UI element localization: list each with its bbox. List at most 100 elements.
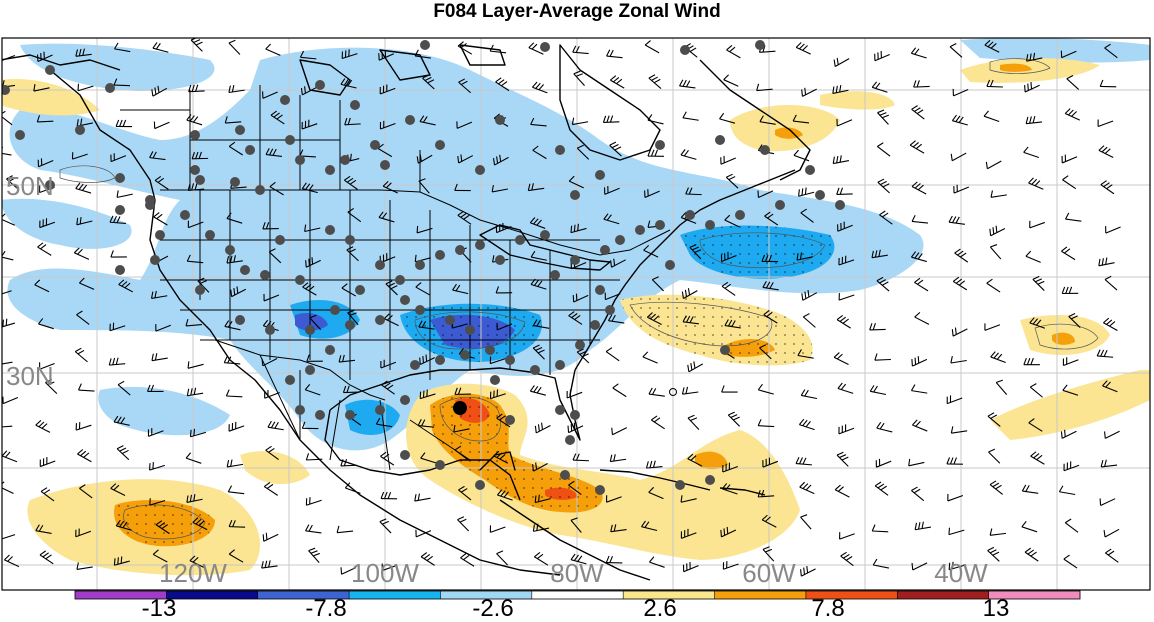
wind-barb <box>418 178 430 194</box>
orange-region-ne <box>1000 63 1032 72</box>
station-dot <box>685 210 695 220</box>
wind-barb <box>572 293 589 303</box>
wind-barb <box>983 110 1000 122</box>
wind-barb <box>647 149 664 157</box>
wind-barb <box>801 289 818 301</box>
wind-barb <box>262 222 279 230</box>
wind-barb <box>877 109 889 125</box>
station-dot <box>555 145 565 155</box>
wind-barb <box>456 121 473 129</box>
wind-barb <box>113 415 130 426</box>
station-dot <box>445 315 455 325</box>
wind-barb <box>871 249 888 259</box>
wind-barb <box>261 560 278 569</box>
wind-barb <box>1063 461 1080 472</box>
wind-barb <box>75 528 92 538</box>
wind-barb <box>1023 357 1040 366</box>
wind-barb <box>115 519 132 531</box>
wind-barb <box>910 384 928 394</box>
wind-barb <box>1028 418 1043 432</box>
wind-barb <box>228 85 245 94</box>
wind-barb <box>118 279 134 293</box>
yucatan <box>479 451 516 471</box>
wind-barb <box>572 453 590 462</box>
wind-barb <box>534 552 549 566</box>
wind-barb <box>570 553 587 565</box>
central-america <box>499 499 651 581</box>
wind-barb <box>2 425 13 428</box>
wind-barb <box>567 422 584 434</box>
station-dot <box>515 235 525 245</box>
station-dot <box>305 365 315 375</box>
wind-barb <box>152 42 169 53</box>
wind-barb <box>568 311 583 325</box>
station-dot <box>285 135 295 145</box>
wind-barb <box>153 121 170 130</box>
wind-barb <box>460 553 475 567</box>
wind-barb <box>342 385 360 394</box>
station-dot <box>680 45 690 55</box>
station-dot <box>230 177 240 187</box>
wind-barb <box>645 460 663 469</box>
wind-barb <box>228 39 241 55</box>
wind-barb <box>951 114 968 126</box>
wind-barb <box>566 389 583 399</box>
wind-barb <box>952 88 969 97</box>
wind-barb <box>757 419 775 428</box>
wind-barb <box>724 319 741 329</box>
station-dot <box>370 140 380 150</box>
wind-barb <box>570 517 582 533</box>
wind-barb <box>418 320 435 330</box>
wind-barb <box>832 85 849 94</box>
wind-barb <box>876 276 890 292</box>
colorbar-label-neg2-6: -2.6 <box>472 595 514 622</box>
wind-barb <box>35 524 52 534</box>
station-dot <box>475 480 485 490</box>
station-dot <box>420 40 430 50</box>
station-dot <box>405 115 415 125</box>
station-dot <box>575 340 585 350</box>
wind-barb <box>687 361 704 373</box>
wind-barb <box>1100 180 1115 195</box>
wind-barb <box>39 218 56 229</box>
wind-barb <box>986 79 1003 88</box>
wind-barb <box>913 80 930 88</box>
wind-barb <box>532 344 545 360</box>
wind-barb <box>116 445 130 461</box>
wind-barb <box>610 258 626 268</box>
wind-barb <box>1064 212 1082 222</box>
wind-barb <box>489 356 506 365</box>
wind-barb <box>641 520 658 532</box>
wind-barb <box>305 497 322 506</box>
station-dot <box>240 265 250 275</box>
wind-barb <box>687 414 700 430</box>
station-dot <box>775 200 785 210</box>
wind-barb <box>759 344 772 360</box>
wind-barb <box>71 152 88 160</box>
wind-barb <box>757 190 774 199</box>
station-dot <box>435 250 445 260</box>
colorbar-swatch <box>714 591 807 599</box>
alaska-coast <box>2 54 121 71</box>
wind-barb <box>838 424 855 435</box>
wind-barb <box>954 248 969 263</box>
wind-barb <box>37 242 52 256</box>
wind-barb <box>793 149 810 162</box>
wind-barb <box>226 212 243 224</box>
wind-barb <box>988 448 1001 464</box>
wind-barb <box>189 555 205 569</box>
station-dot <box>475 165 485 175</box>
station-dot <box>495 115 505 125</box>
wind-barb <box>347 207 362 223</box>
wind-barb <box>1104 430 1120 439</box>
wind-barb <box>1058 485 1076 496</box>
colorbar-swatch <box>75 591 167 599</box>
wind-barb <box>721 483 738 495</box>
wind-barb <box>344 482 361 494</box>
station-dot <box>705 475 715 485</box>
wind-barb <box>420 452 437 464</box>
wind-barb <box>531 81 548 94</box>
wind-barb <box>1030 451 1045 465</box>
wind-barb <box>1032 275 1045 291</box>
wind-barb <box>604 186 620 195</box>
